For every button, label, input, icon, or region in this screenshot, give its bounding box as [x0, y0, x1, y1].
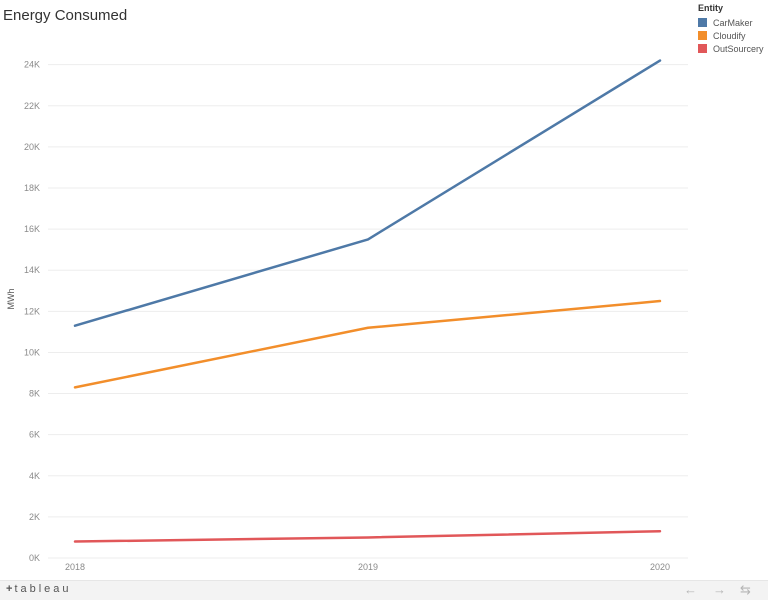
y-tick-label: 18K	[24, 183, 40, 193]
legend-swatch	[698, 31, 707, 40]
y-tick-label: 8K	[29, 389, 40, 399]
y-tick-label: 24K	[24, 60, 40, 70]
y-tick-label: 4K	[29, 471, 40, 481]
legend-items: CarMaker Cloudify OutSourcery	[698, 16, 768, 55]
y-tick-label: 16K	[24, 224, 40, 234]
y-tick-label: 10K	[24, 347, 40, 357]
legend: Entity CarMaker Cloudify OutSourcery	[698, 3, 768, 55]
undo-icon[interactable]: ←	[684, 582, 697, 597]
gridlines	[48, 64, 688, 559]
legend-title: Entity	[698, 3, 724, 13]
legend-label: CarMaker	[713, 17, 753, 28]
series-line-carmaker[interactable]	[73, 59, 662, 327]
y-tick-label: 20K	[24, 142, 40, 152]
x-tick-label: 2020	[650, 562, 670, 572]
y-axis-label: MWh	[6, 289, 16, 310]
y-tick-label: 12K	[24, 306, 40, 316]
tableau-toolbar: + tableau ← → ⇆	[0, 580, 768, 600]
revert-icon[interactable]: ⇆	[740, 582, 751, 597]
tableau-plus-icon: +	[6, 583, 13, 595]
legend-swatch	[698, 44, 707, 53]
legend-swatch	[698, 18, 707, 27]
y-tick-label: 14K	[24, 265, 40, 275]
series-lines	[73, 59, 662, 543]
legend-item-cloudify[interactable]: Cloudify	[698, 29, 768, 42]
y-tick-label: 22K	[24, 101, 40, 111]
series-line-cloudify[interactable]	[73, 299, 662, 389]
legend-item-outsourcery[interactable]: OutSourcery	[698, 42, 768, 55]
y-tick-label: 0K	[29, 553, 40, 563]
y-tick-label: 6K	[29, 430, 40, 440]
tableau-brand-text: tableau	[14, 583, 72, 595]
series-line-outsourcery[interactable]	[73, 530, 662, 543]
legend-label: OutSourcery	[713, 43, 764, 54]
x-tick-label: 2018	[65, 562, 85, 572]
y-axis-ticks: 0K 2K 4K 6K 8K 10K 12K 14K 16K 18K 20K 22K 24K	[24, 60, 40, 563]
legend-item-carmaker[interactable]: CarMaker	[698, 16, 768, 29]
legend-label: Cloudify	[713, 30, 746, 41]
x-tick-label: 2019	[358, 562, 378, 572]
y-tick-label: 2K	[29, 512, 40, 522]
x-axis-ticks: 2018 2019 2020	[65, 562, 670, 572]
chart-title: Energy Consumed	[3, 7, 128, 24]
redo-icon[interactable]: →	[713, 582, 726, 597]
tableau-logo: + tableau	[6, 583, 72, 595]
